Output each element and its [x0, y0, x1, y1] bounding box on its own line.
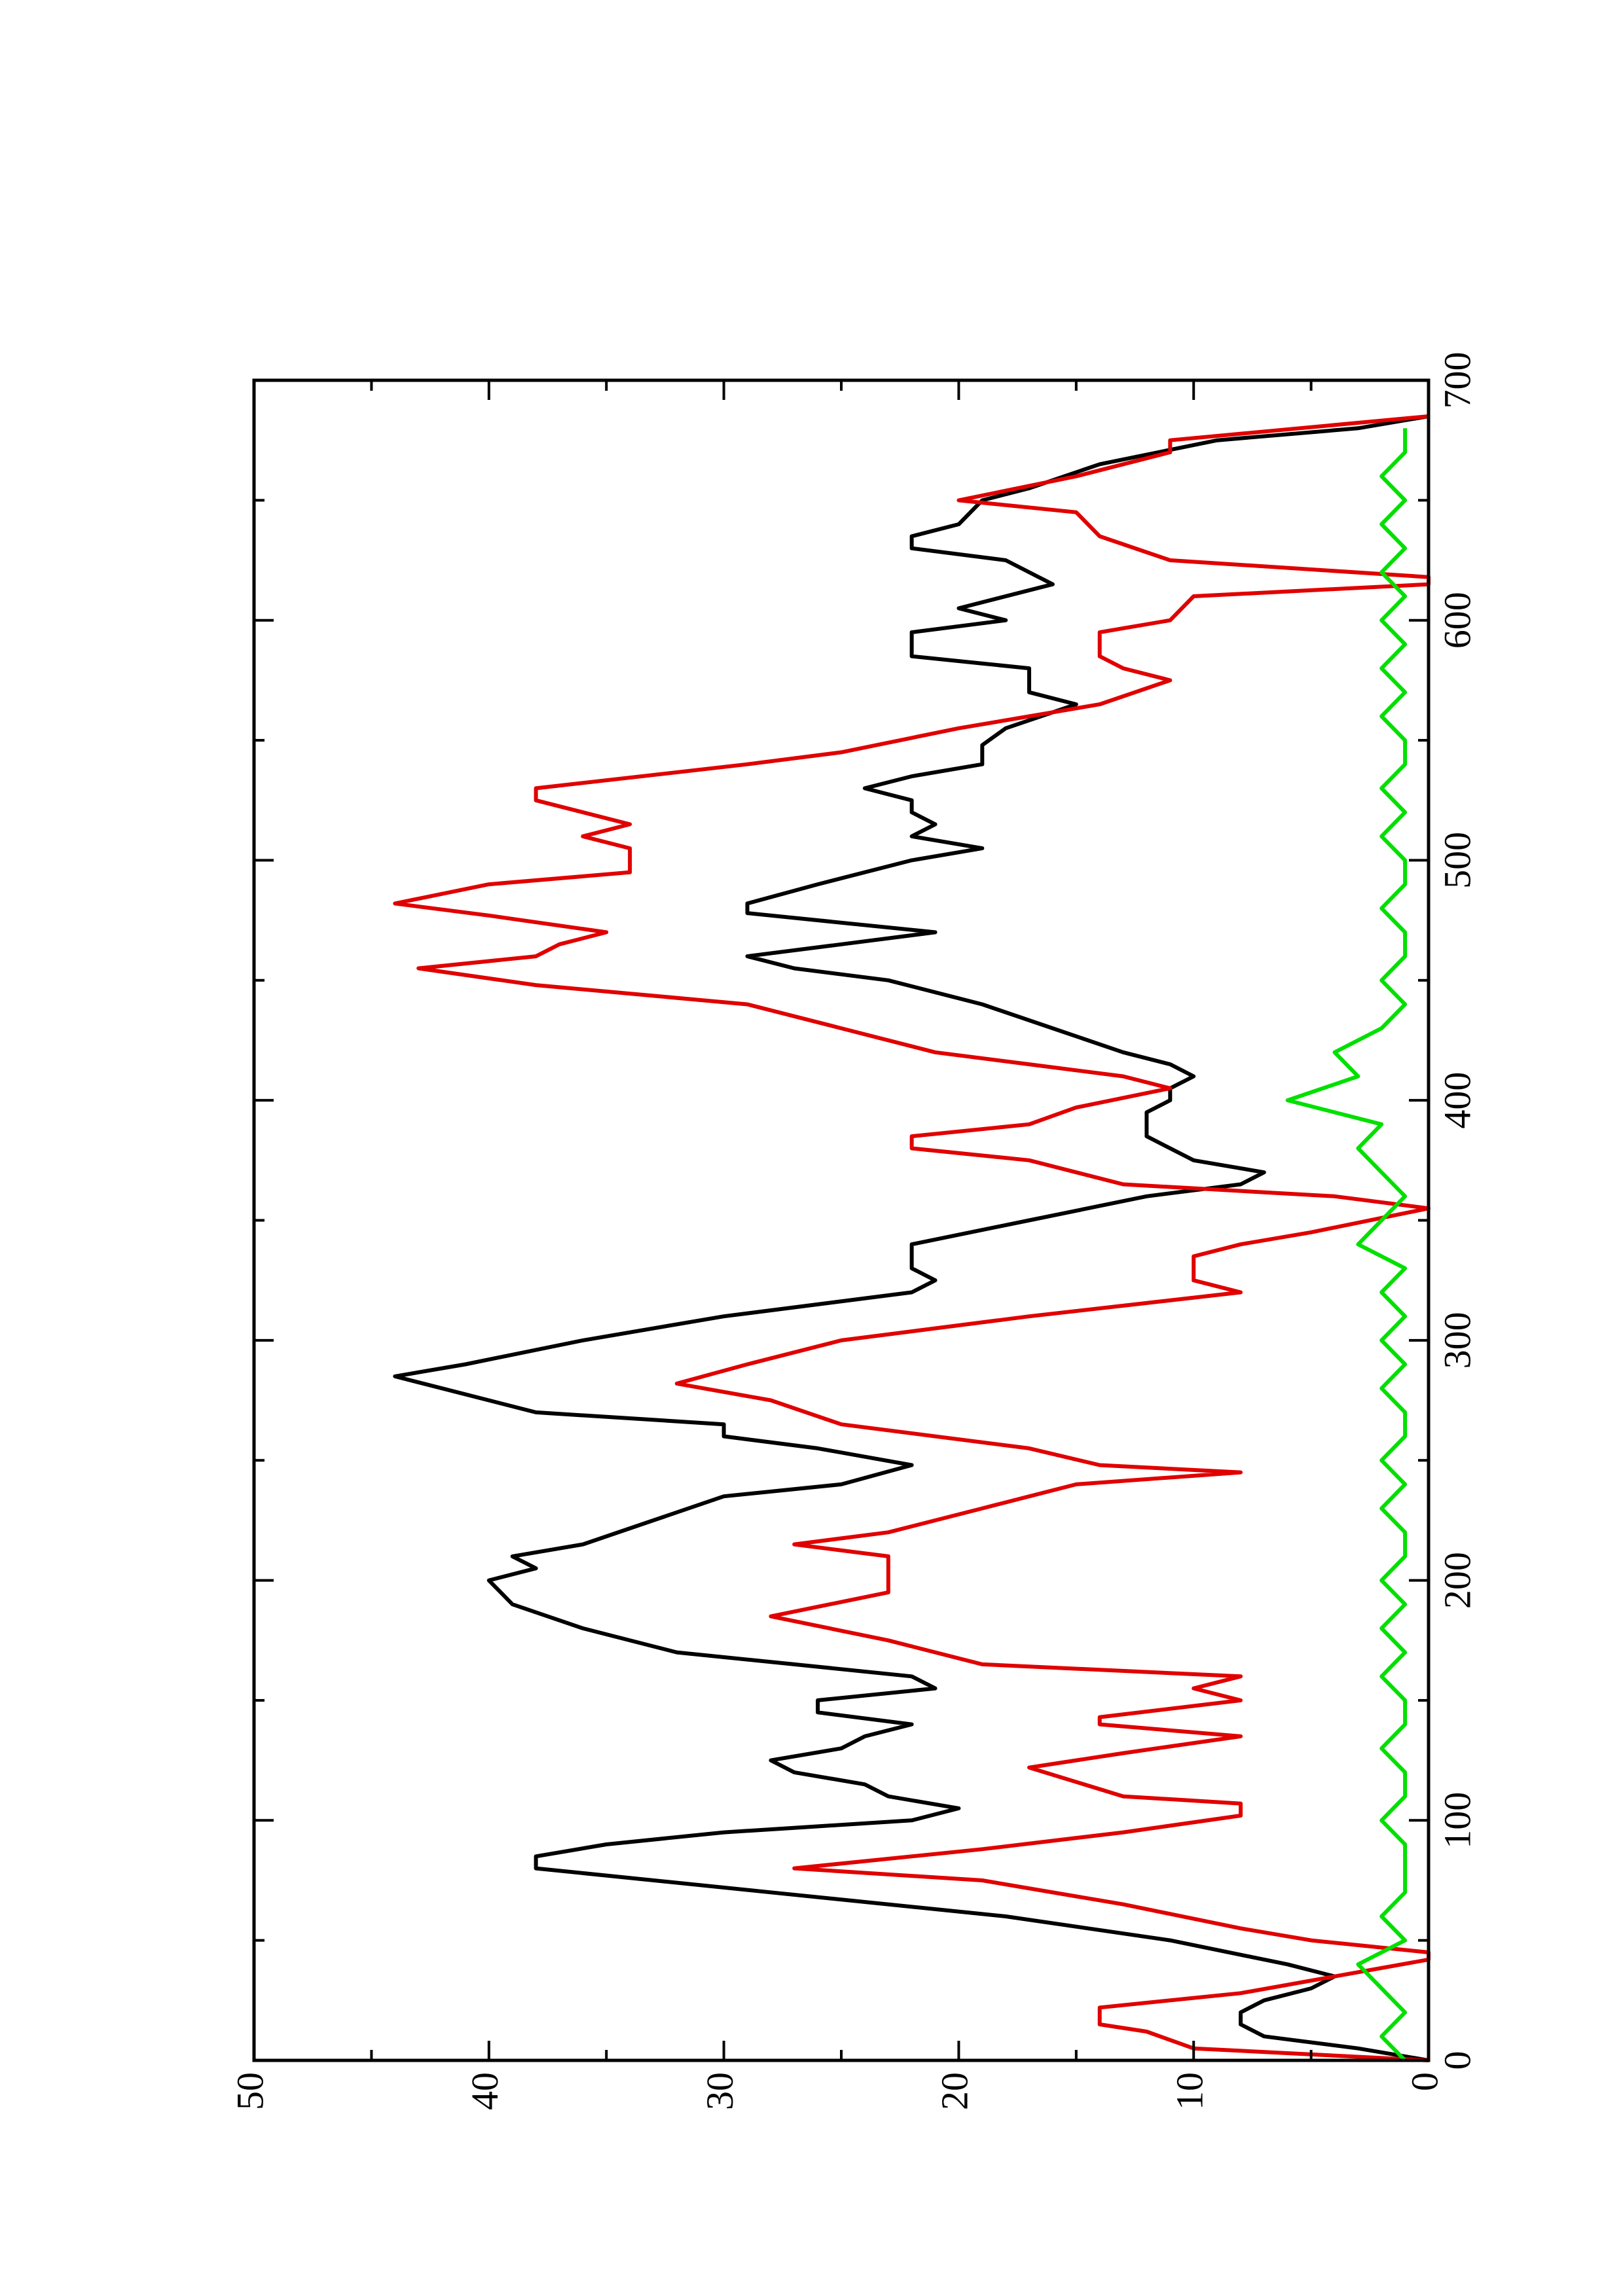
y-tick-label: 40	[464, 2072, 506, 2110]
x-tick-label: 500	[1436, 832, 1478, 889]
data-line	[393, 414, 1431, 2062]
x-tick-label: 600	[1436, 592, 1478, 649]
y-tick-label: 20	[934, 2072, 976, 2110]
x-tick-label: 300	[1436, 1312, 1478, 1369]
x-tick-label: 700	[1436, 352, 1478, 409]
x-tick-label: 400	[1436, 1072, 1478, 1129]
y-tick-label: 10	[1169, 2072, 1211, 2110]
data-line	[1285, 428, 1408, 2062]
y-tick-label: 30	[699, 2072, 741, 2110]
x-tick-label: 0	[1436, 2051, 1478, 2070]
y-tick-label: 0	[1403, 2072, 1446, 2091]
x-tick-label: 100	[1436, 1792, 1478, 1849]
x-tick-label: 200	[1436, 1552, 1478, 1609]
y-tick-label: 50	[228, 2072, 271, 2110]
